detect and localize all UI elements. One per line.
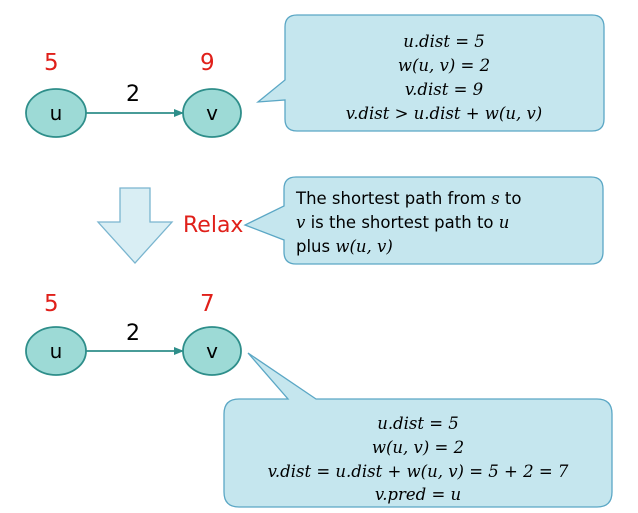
bottom-u-dist: 5 (44, 291, 59, 317)
middle-callout-line-3: plus w(u, v) (296, 237, 393, 256)
middle-callout-line-1: The shortest path from s to (295, 189, 521, 208)
top-callout-line-2: w(u, v) = 2 (398, 56, 490, 75)
top-graph: 5 9 2 u v (25, 50, 242, 138)
top-callout-line-3: v.dist = 9 (405, 80, 483, 99)
bottom-callout-line-3: v.dist = u.dist + w(u, v) = 5 + 2 = 7 (268, 462, 569, 481)
bottom-node-u-label: u (50, 339, 63, 363)
bottom-node-v-label: v (206, 339, 218, 363)
top-node-u (25, 88, 87, 138)
bottom-v-dist: 7 (200, 291, 215, 317)
top-u-dist: 5 (44, 50, 59, 76)
top-node-u-label: u (50, 101, 63, 125)
top-v-dist: 9 (200, 50, 215, 76)
bottom-callout-line-4: v.pred = u (375, 485, 461, 504)
bottom-node-u (25, 326, 87, 376)
top-edge-weight: 2 (126, 82, 140, 107)
bottom-edge-weight: 2 (126, 321, 140, 346)
middle-callout-bubble (243, 176, 604, 265)
top-callout-line-4: v.dist > u.dist + w(u, v) (346, 104, 542, 123)
top-callout-bubble (255, 14, 605, 132)
bottom-node-v (182, 326, 242, 376)
bottom-callout-line-2: w(u, v) = 2 (372, 438, 464, 457)
middle-callout-line-2: v is the shortest path to u (296, 213, 509, 232)
bottom-callout-line-1: u.dist = 5 (377, 414, 459, 433)
top-node-v (182, 88, 242, 138)
relax-label: Relax (183, 213, 243, 238)
bottom-callout-bubble (223, 352, 613, 508)
top-callout-line-1: u.dist = 5 (403, 32, 485, 51)
relax-down-arrow (96, 187, 174, 264)
top-node-v-label: v (206, 101, 218, 125)
bottom-graph: 5 7 2 u v (25, 291, 242, 376)
